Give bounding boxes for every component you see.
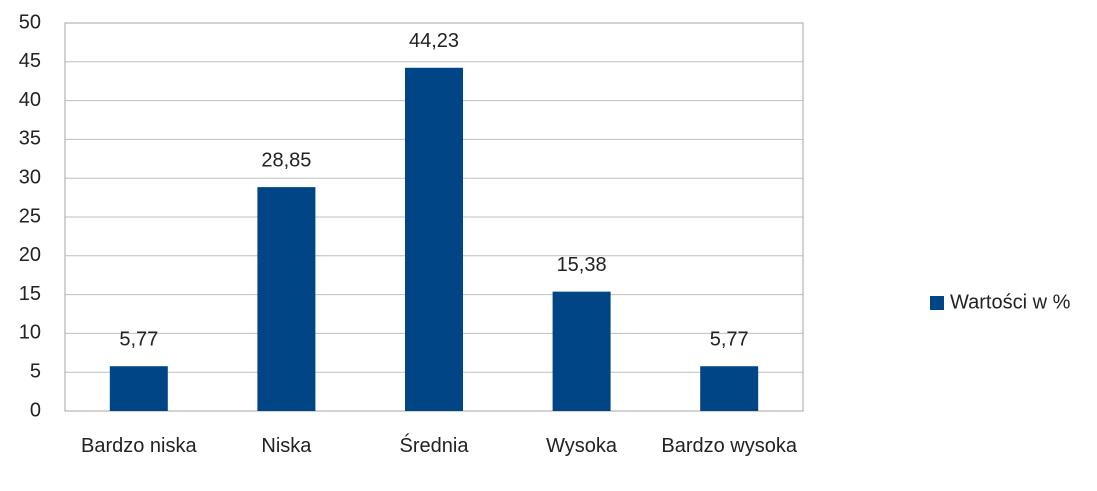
x-tick-label: Bardzo niska	[80, 435, 197, 457]
legend-label: Wartości w %	[950, 291, 1071, 313]
x-tick-label: Średnia	[399, 435, 469, 457]
value-label: 28,85	[261, 149, 311, 171]
y-tick-label: 40	[19, 89, 41, 111]
y-tick-label: 5	[30, 360, 41, 382]
y-tick-label: 50	[19, 11, 41, 33]
value-label: 44,23	[409, 30, 459, 52]
x-tick-label: Bardzo wysoka	[661, 435, 797, 457]
value-label: 5,77	[710, 329, 749, 351]
x-tick-label: Niska	[261, 435, 312, 457]
y-tick-label: 35	[19, 128, 41, 150]
bar	[109, 366, 168, 411]
y-tick-label: 20	[19, 244, 41, 266]
bar	[552, 291, 611, 411]
bar	[700, 366, 759, 411]
x-tick-label: Wysoka	[546, 435, 618, 457]
y-tick-label: 0	[30, 399, 41, 421]
value-label: 5,77	[119, 329, 158, 351]
bar	[405, 67, 463, 411]
value-label: 15,38	[557, 254, 607, 276]
y-tick-label: 30	[19, 166, 41, 188]
bar	[257, 187, 316, 411]
y-tick-label: 15	[19, 283, 41, 305]
legend-swatch	[930, 296, 944, 310]
y-tick-label: 25	[19, 205, 41, 227]
y-tick-label: 10	[19, 322, 41, 344]
y-tick-label: 45	[19, 50, 41, 72]
